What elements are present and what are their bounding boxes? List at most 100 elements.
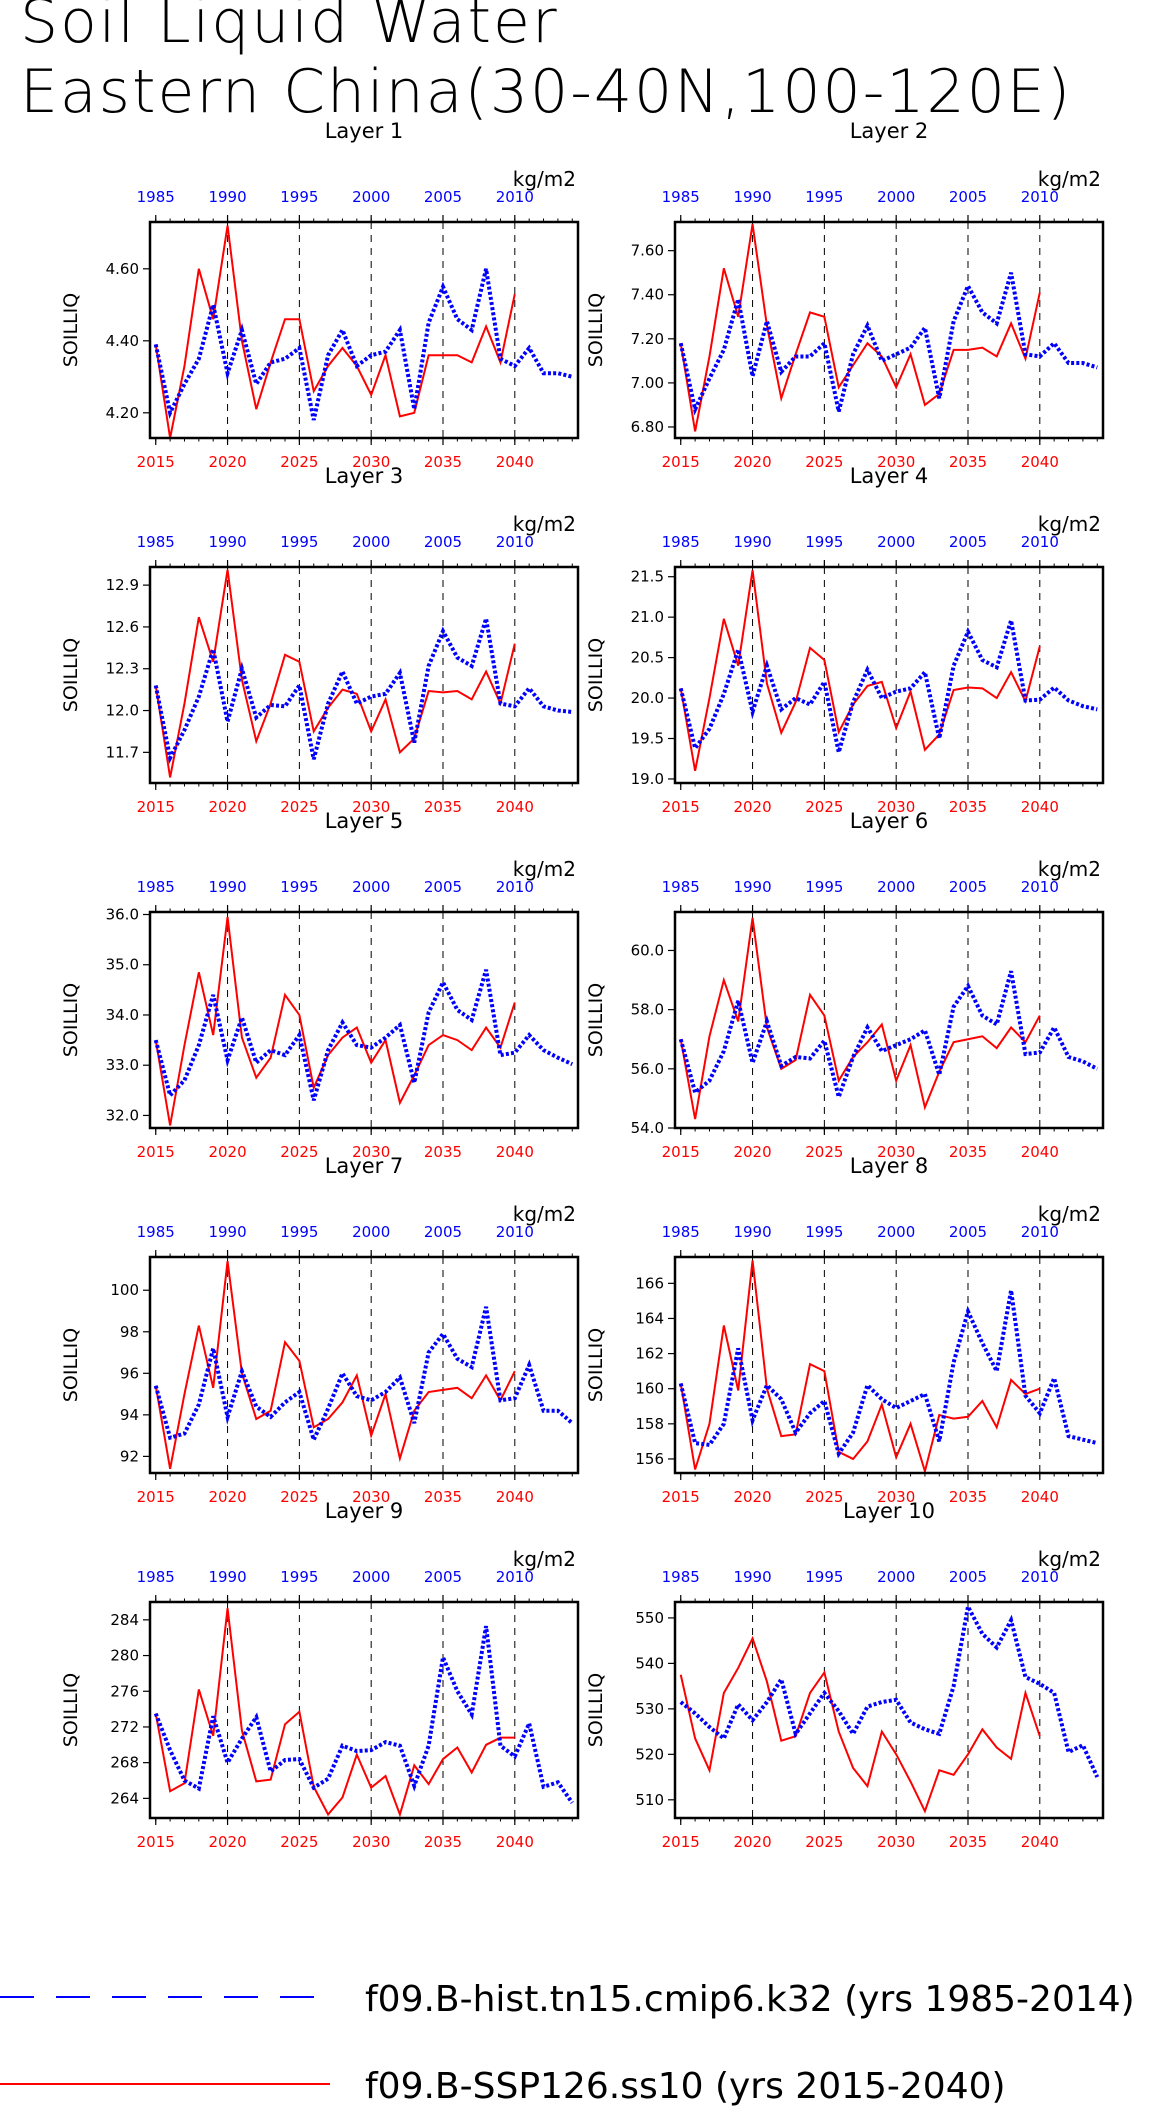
top-tick-label: 2000 <box>352 878 390 896</box>
units-label: kg/m2 <box>1038 512 1101 536</box>
panel-title: Layer 2 <box>850 119 929 143</box>
y-axis-label: SOILLIQ <box>585 638 607 712</box>
y-tick-label: 96 <box>120 1364 139 1382</box>
hist-series-line <box>153 1625 574 1804</box>
y-axis-label: SOILLIQ <box>585 983 607 1057</box>
y-tick-label: 19.0 <box>631 770 664 788</box>
top-tick-label: 2005 <box>949 533 987 551</box>
bottom-tick-label: 2020 <box>733 1833 771 1851</box>
plot-frame <box>673 565 1105 785</box>
y-tick-label: 7.60 <box>631 242 664 260</box>
y-tick-label: 550 <box>635 1609 664 1627</box>
units-label: kg/m2 <box>513 857 576 881</box>
top-tick-label: 1985 <box>662 1568 700 1586</box>
top-tick-label: 2005 <box>424 878 462 896</box>
bottom-tick-label: 2035 <box>424 1833 462 1851</box>
bottom-tick-label: 2035 <box>424 453 462 471</box>
plot-frame <box>673 910 1105 1130</box>
y-tick-label: 7.00 <box>631 374 664 392</box>
y-tick-label: 520 <box>635 1745 664 1763</box>
top-tick-label: 2010 <box>1021 1223 1059 1241</box>
bottom-tick-label: 2015 <box>137 1488 175 1506</box>
y-tick-label: 284 <box>110 1611 139 1629</box>
top-tick-label: 2010 <box>496 878 534 896</box>
y-tick-label: 7.20 <box>631 330 664 348</box>
plot-frame <box>148 220 580 440</box>
top-tick-label: 2010 <box>496 1223 534 1241</box>
top-tick-label: 1995 <box>805 1223 843 1241</box>
units-label: kg/m2 <box>1038 857 1101 881</box>
y-tick-label: 36.0 <box>106 906 139 924</box>
plot-frame <box>148 1255 580 1475</box>
chart-panel-1: Layer 1 kg/m2 1985 1990 1995 2000 2005 2010 2015… <box>60 119 580 471</box>
bottom-tick-label: 2040 <box>496 1143 534 1161</box>
bottom-tick-label: 2040 <box>496 1833 534 1851</box>
plot-frame <box>148 565 580 785</box>
legend-ssp-label: f09.B-SSP126.ss10 (yrs 2015-2040) <box>365 2066 1006 2107</box>
top-tick-label: 1990 <box>733 1223 771 1241</box>
chart-panel-7: Layer 7 kg/m2 1985 1990 1995 2000 2005 2010 2015… <box>60 1154 580 1506</box>
top-tick-label: 2000 <box>877 878 915 896</box>
y-tick-label: 21.0 <box>631 608 664 626</box>
figure-title-line-2: Eastern China(30-40N,100-120E) <box>20 57 1073 127</box>
y-axis-label: SOILLIQ <box>60 293 82 367</box>
bottom-tick-label: 2030 <box>877 1488 915 1506</box>
y-tick-label: 4.40 <box>106 332 139 350</box>
top-tick-label: 2005 <box>424 188 462 206</box>
units-label: kg/m2 <box>1038 167 1101 191</box>
bottom-tick-label: 2040 <box>1021 1488 1059 1506</box>
top-tick-label: 1990 <box>733 533 771 551</box>
plot-frame <box>673 220 1105 440</box>
chart-panel-9: Layer 9 kg/m2 1985 1990 1995 2000 2005 2010 2015… <box>60 1499 580 1851</box>
bottom-tick-label: 2025 <box>280 453 318 471</box>
top-tick-label: 1985 <box>662 533 700 551</box>
y-tick-label: 54.0 <box>631 1119 664 1137</box>
bottom-tick-label: 2025 <box>805 1833 843 1851</box>
legend-hist-label: f09.B-hist.tn15.cmip6.k32 (yrs 1985-2014… <box>365 1979 1135 2020</box>
top-tick-label: 1990 <box>208 878 246 896</box>
bottom-tick-label: 2040 <box>1021 453 1059 471</box>
y-tick-label: 92 <box>120 1447 139 1465</box>
y-tick-label: 20.5 <box>631 649 664 667</box>
top-tick-label: 1995 <box>280 1568 318 1586</box>
top-tick-label: 1990 <box>208 1568 246 1586</box>
panel-title: Layer 10 <box>843 1499 935 1523</box>
top-tick-label: 1985 <box>137 878 175 896</box>
chart-panel-8: Layer 8 kg/m2 1985 1990 1995 2000 2005 2010 2015… <box>585 1154 1105 1506</box>
y-axis-label: SOILLIQ <box>60 638 82 712</box>
y-tick-label: 12.9 <box>106 576 139 594</box>
y-axis-label: SOILLIQ <box>585 1673 607 1747</box>
bottom-tick-label: 2015 <box>137 1833 175 1851</box>
bottom-tick-label: 2035 <box>949 1488 987 1506</box>
top-tick-label: 1995 <box>805 878 843 896</box>
bottom-tick-label: 2025 <box>280 798 318 816</box>
bottom-tick-label: 2015 <box>662 453 700 471</box>
bottom-tick-label: 2015 <box>137 453 175 471</box>
top-tick-label: 2010 <box>1021 878 1059 896</box>
bottom-tick-label: 2020 <box>208 798 246 816</box>
bottom-tick-label: 2040 <box>496 798 534 816</box>
bottom-tick-label: 2035 <box>424 1143 462 1161</box>
hist-series-line <box>679 1600 1100 1778</box>
bottom-tick-label: 2030 <box>877 1833 915 1851</box>
panel-title: Layer 9 <box>325 1499 404 1523</box>
hist-series-line <box>678 619 1098 753</box>
bottom-tick-label: 2025 <box>280 1143 318 1161</box>
ssp-series-line <box>154 569 516 778</box>
y-tick-label: 268 <box>110 1754 139 1772</box>
y-axis-label: SOILLIQ <box>60 983 82 1057</box>
chart-panel-2: Layer 2 kg/m2 1985 1990 1995 2000 2005 2010 2015… <box>585 119 1105 471</box>
top-tick-label: 1995 <box>280 533 318 551</box>
top-tick-label: 2010 <box>1021 533 1059 551</box>
bottom-tick-label: 2025 <box>805 1143 843 1161</box>
panel-title: Layer 3 <box>325 464 404 488</box>
bottom-tick-label: 2015 <box>662 1833 700 1851</box>
bottom-tick-label: 2030 <box>877 453 915 471</box>
top-tick-label: 1995 <box>805 1568 843 1586</box>
y-tick-label: 156 <box>635 1450 664 1468</box>
top-tick-label: 1990 <box>208 533 246 551</box>
top-tick-label: 1990 <box>208 188 246 206</box>
ssp-series-line <box>679 224 1041 432</box>
bottom-tick-label: 2025 <box>805 453 843 471</box>
